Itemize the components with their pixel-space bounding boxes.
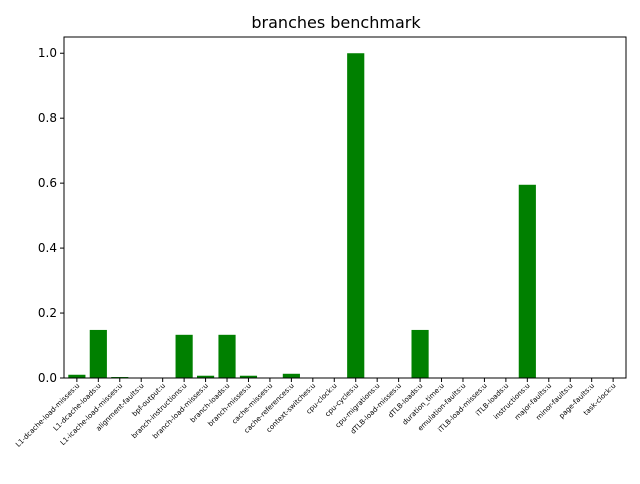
y-tick-label-2: 0.4	[38, 241, 57, 255]
bar-0	[68, 374, 86, 378]
y-tick-label-5: 1.0	[38, 46, 57, 60]
y-tick-label-0: 0.0	[38, 371, 57, 385]
bar-21	[518, 184, 536, 378]
bar-1	[89, 329, 107, 378]
y-tick-label-1: 0.2	[38, 306, 57, 320]
bar-7	[218, 334, 236, 378]
plot-frame	[63, 36, 627, 379]
bars	[68, 53, 536, 378]
chart-title: branches benchmark	[251, 13, 421, 32]
bar-6	[196, 375, 215, 378]
y-tick-label-4: 0.8	[38, 111, 57, 125]
y-tick-label-3: 0.6	[38, 176, 57, 190]
y-axis: 0.0 0.2 0.4 0.6 0.8 1.0	[38, 46, 64, 385]
x-axis: L1-dcache-load-misses:uL1-dcache-loads:u…	[14, 378, 618, 449]
bar-10	[282, 373, 300, 378]
bar-13	[347, 53, 365, 378]
bar-5	[175, 334, 193, 378]
bar-8	[239, 375, 258, 378]
bar-16	[411, 329, 429, 378]
